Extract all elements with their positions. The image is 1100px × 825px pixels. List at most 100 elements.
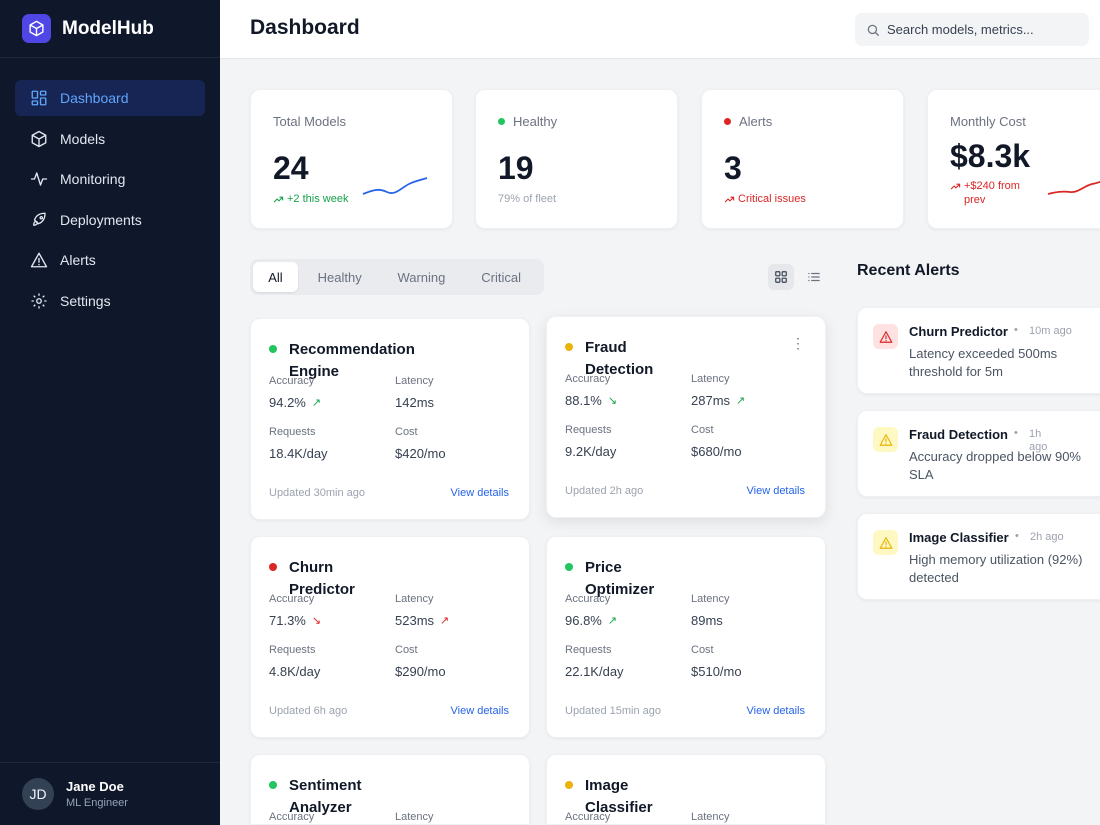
trend-up-icon [724, 196, 735, 202]
view-details-link[interactable]: View details [746, 705, 806, 717]
updated-text: Updated 2h ago [565, 485, 644, 497]
view-details-link[interactable]: View details [450, 487, 510, 499]
model-card-recommendation-engine[interactable]: Recommendation Engine Accuracy 94.2% ↗ La… [250, 318, 530, 520]
user-role: ML Engineer [66, 797, 128, 809]
tab-all[interactable]: All [253, 262, 298, 292]
stat-value: 3 [724, 150, 742, 186]
sidebar-item-monitoring[interactable]: Monitoring [15, 161, 205, 197]
sidebar-item-label: Settings [60, 292, 111, 309]
rocket-icon [33, 212, 46, 226]
grid-view-button[interactable] [768, 264, 794, 290]
updated-text: Updated 6h ago [269, 705, 348, 717]
metric-label-latency: Latency [395, 375, 434, 387]
sidebar-item-settings[interactable]: Settings [15, 283, 205, 319]
metric-cost: $510/mo [691, 664, 742, 679]
updated-text: Updated 15min ago [565, 705, 662, 717]
trend-down-icon: ↘ [607, 395, 618, 407]
brand[interactable]: ModelHub [0, 0, 220, 58]
stat-label: Total Models [273, 114, 346, 129]
alert-model-name: Image Classifier [909, 530, 1009, 545]
metric-label-latency: Latency [691, 373, 730, 385]
alert-message: Accuracy dropped below 90% SLA [909, 449, 1081, 482]
metric-label-cost: Cost [691, 644, 714, 656]
updated-text: Updated 30min ago [269, 487, 366, 499]
tab-healthy[interactable]: Healthy [317, 269, 362, 285]
metric-label-latency: Latency [395, 593, 434, 605]
user-profile[interactable]: JD Jane Doe ML Engineer [0, 762, 220, 825]
tab-warning[interactable]: Warning [397, 269, 446, 285]
trend-up-icon [273, 196, 284, 202]
stat-card-monthly-cost: Monthly Cost $8.3k +$240 from prev [927, 89, 1100, 229]
model-card-churn-predictor[interactable]: Churn Predictor Accuracy 71.3% ↘ Latency … [250, 536, 530, 738]
alert-card-image-classifier[interactable]: Image Classifier • 2h ago High memory ut… [857, 513, 1100, 600]
trend-up-icon [950, 183, 961, 190]
tab-critical[interactable]: Critical [481, 269, 521, 285]
model-card-sentiment-analyzer[interactable]: Sentiment Analyzer Accuracy Latency [250, 754, 530, 825]
model-card-image-classifier[interactable]: Image Classifier Accuracy Latency [546, 754, 826, 825]
alert-model-name: Churn Predictor [909, 324, 1008, 339]
sidebar-item-alerts[interactable]: Alerts [15, 242, 205, 278]
metric-value: 94.2% [269, 395, 306, 410]
metric-value: 287ms [691, 393, 731, 408]
search-box[interactable] [855, 13, 1089, 46]
separator-dot: • [1014, 324, 1018, 336]
stat-sub: Critical issues [724, 193, 806, 205]
alert-message: Latency exceeded 500ms threshold for 5m [909, 346, 1058, 379]
model-card-fraud-detection[interactable]: Fraud Detection ⋮ Accuracy 88.1% ↘ Latenc… [546, 316, 826, 518]
sidebar-item-deployments[interactable]: Deployments [15, 202, 205, 238]
metric-label-accuracy: Accuracy [269, 593, 315, 605]
alert-card-churn-predictor[interactable]: Churn Predictor • 10m ago Latency exceed… [857, 307, 1100, 394]
trend-down-icon: ↘ [311, 615, 322, 627]
sparkline-monthly-cost [1047, 180, 1100, 195]
stat-sub-text: Critical issues [738, 193, 806, 205]
metric-requests: 9.2K/day [565, 444, 617, 459]
alert-time: 2h ago [1030, 531, 1064, 543]
list-view-button[interactable] [801, 264, 827, 290]
sidebar-item-label: Dashboard [60, 90, 129, 106]
sidebar-item-label: Monitoring [60, 171, 126, 187]
metric-label-requests: Requests [565, 644, 612, 656]
filter-tabs: All Healthy Warning Critical [250, 259, 544, 295]
model-name: Churn Predictor [289, 559, 355, 598]
trend-up-icon: ↗ [440, 615, 450, 627]
metric-value: 71.3% [269, 613, 306, 628]
metric-label-cost: Cost [395, 426, 418, 438]
metric-cost: $420/mo [395, 446, 446, 461]
alert-model-name: Fraud Detection [909, 427, 1008, 442]
sidebar-item-dashboard[interactable]: Dashboard [15, 80, 205, 116]
separator-dot: • [1015, 530, 1019, 542]
search-input[interactable] [887, 22, 1077, 37]
metric-label-latency: Latency [395, 811, 434, 823]
stat-sub: +$240 from prev [950, 179, 1030, 207]
recent-alerts-title: Recent Alerts [857, 262, 960, 279]
stat-sub: 79% of fleet [498, 193, 557, 205]
model-name: Price Optimizer [585, 559, 655, 598]
metric-value: 88.1% [565, 393, 602, 408]
alert-message: High memory utilization (92%) detected [909, 552, 1083, 585]
metric-label-accuracy: Accuracy [565, 373, 611, 385]
metric-latency: 523ms ↗ [395, 613, 449, 628]
stat-label-text: Alerts [739, 114, 773, 129]
metric-label-requests: Requests [565, 424, 612, 436]
stat-sub-text: +$240 from prev [964, 180, 1020, 206]
cube-icon [31, 130, 47, 147]
trend-up-icon: ↗ [311, 397, 322, 409]
user-name: Jane Doe [66, 779, 124, 794]
view-details-link[interactable]: View details [450, 705, 510, 717]
status-dot [724, 118, 731, 125]
model-card-price-optimizer[interactable]: Price Optimizer Accuracy 96.8% ↗ Latency … [546, 536, 826, 738]
metric-cost: $680/mo [691, 444, 742, 459]
status-dot [269, 563, 277, 571]
sidebar-item-models[interactable]: Models [15, 121, 205, 157]
metric-label-latency: Latency [691, 811, 730, 823]
kebab-icon[interactable]: ⋮ [791, 335, 805, 351]
metric-accuracy: 96.8% ↗ [565, 613, 617, 628]
metric-latency: 287ms ↗ [691, 393, 745, 408]
status-dot [269, 781, 277, 789]
view-details-link[interactable]: View details [746, 485, 806, 497]
stat-label-text: Healthy [513, 114, 558, 129]
avatar: JD [22, 778, 54, 810]
alert-card-fraud-detection[interactable]: Fraud Detection • 1h ago Accuracy droppe… [857, 410, 1100, 497]
metric-cost: $290/mo [395, 664, 446, 679]
metric-label-accuracy: Accuracy [565, 811, 611, 823]
